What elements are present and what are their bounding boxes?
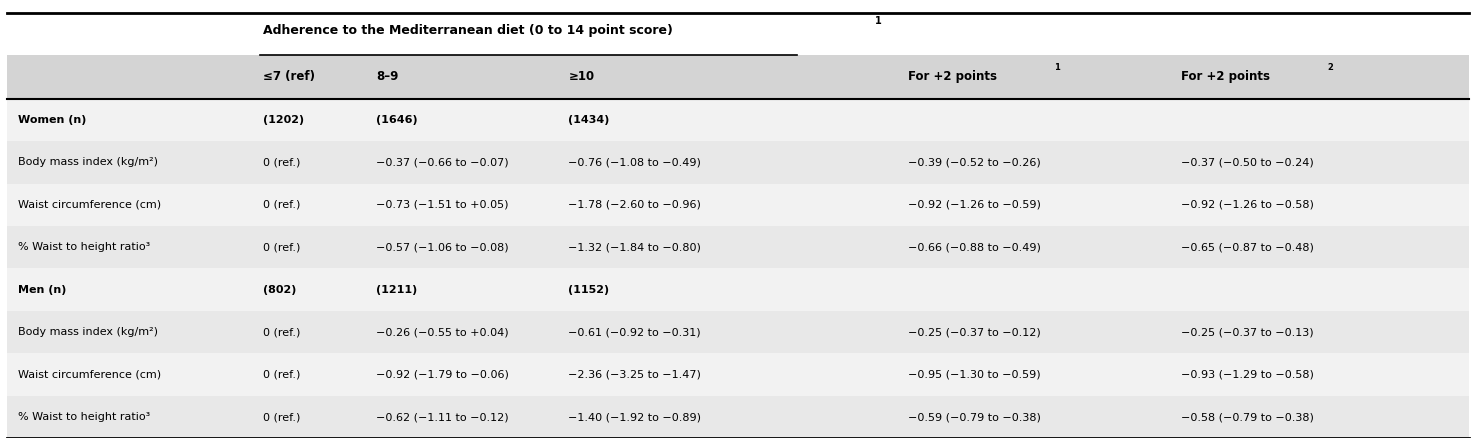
Text: (1434): (1434) bbox=[568, 115, 610, 125]
Text: % Waist to height ratio³: % Waist to height ratio³ bbox=[18, 412, 151, 422]
Text: Waist circumference (cm): Waist circumference (cm) bbox=[18, 200, 161, 210]
Text: (1211): (1211) bbox=[376, 285, 418, 295]
Text: Women (n): Women (n) bbox=[18, 115, 86, 125]
Text: % Waist to height ratio³: % Waist to height ratio³ bbox=[18, 242, 151, 252]
Text: −0.62 (−1.11 to −0.12): −0.62 (−1.11 to −0.12) bbox=[376, 412, 509, 422]
Text: −0.76 (−1.08 to −0.49): −0.76 (−1.08 to −0.49) bbox=[568, 157, 701, 167]
Bar bbox=[7, 353, 1469, 396]
Text: −0.25 (−0.37 to −0.12): −0.25 (−0.37 to −0.12) bbox=[908, 327, 1041, 337]
Text: For +2 points: For +2 points bbox=[908, 70, 996, 83]
Text: −2.36 (−3.25 to −1.47): −2.36 (−3.25 to −1.47) bbox=[568, 370, 701, 380]
Text: −1.40 (−1.92 to −0.89): −1.40 (−1.92 to −0.89) bbox=[568, 412, 701, 422]
Text: 8–9: 8–9 bbox=[376, 70, 399, 83]
Text: Body mass index (kg/m²): Body mass index (kg/m²) bbox=[18, 327, 158, 337]
Text: −0.61 (−0.92 to −0.31): −0.61 (−0.92 to −0.31) bbox=[568, 327, 701, 337]
Text: −0.95 (−1.30 to −0.59): −0.95 (−1.30 to −0.59) bbox=[908, 370, 1041, 380]
Text: Waist circumference (cm): Waist circumference (cm) bbox=[18, 370, 161, 380]
Bar bbox=[7, 226, 1469, 268]
Text: −0.65 (−0.87 to −0.48): −0.65 (−0.87 to −0.48) bbox=[1181, 242, 1314, 252]
Text: 0 (ref.): 0 (ref.) bbox=[263, 242, 300, 252]
Text: −0.93 (−1.29 to −0.58): −0.93 (−1.29 to −0.58) bbox=[1181, 370, 1314, 380]
Text: 0 (ref.): 0 (ref.) bbox=[263, 200, 300, 210]
Text: Body mass index (kg/m²): Body mass index (kg/m²) bbox=[18, 157, 158, 167]
Text: ≥10: ≥10 bbox=[568, 70, 595, 83]
Text: −0.73 (−1.51 to +0.05): −0.73 (−1.51 to +0.05) bbox=[376, 200, 509, 210]
Text: −0.37 (−0.50 to −0.24): −0.37 (−0.50 to −0.24) bbox=[1181, 157, 1314, 167]
Text: Men (n): Men (n) bbox=[18, 285, 66, 295]
Text: (802): (802) bbox=[263, 285, 297, 295]
Bar bbox=[7, 99, 1469, 141]
Text: 0 (ref.): 0 (ref.) bbox=[263, 370, 300, 380]
Text: −0.57 (−1.06 to −0.08): −0.57 (−1.06 to −0.08) bbox=[376, 242, 509, 252]
Bar bbox=[7, 311, 1469, 353]
Text: 2: 2 bbox=[1327, 63, 1333, 71]
Text: ≤7 (ref): ≤7 (ref) bbox=[263, 70, 314, 83]
Text: Adherence to the Mediterranean diet (0 to 14 point score): Adherence to the Mediterranean diet (0 t… bbox=[263, 24, 673, 37]
Text: −1.32 (−1.84 to −0.80): −1.32 (−1.84 to −0.80) bbox=[568, 242, 701, 252]
Text: −0.92 (−1.26 to −0.58): −0.92 (−1.26 to −0.58) bbox=[1181, 200, 1314, 210]
Text: 0 (ref.): 0 (ref.) bbox=[263, 157, 300, 167]
Bar bbox=[7, 396, 1469, 438]
Text: −0.26 (−0.55 to +0.04): −0.26 (−0.55 to +0.04) bbox=[376, 327, 509, 337]
Text: 1: 1 bbox=[1054, 63, 1060, 71]
Text: (1152): (1152) bbox=[568, 285, 610, 295]
Text: −0.59 (−0.79 to −0.38): −0.59 (−0.79 to −0.38) bbox=[908, 412, 1041, 422]
Text: 0 (ref.): 0 (ref.) bbox=[263, 327, 300, 337]
Text: −0.58 (−0.79 to −0.38): −0.58 (−0.79 to −0.38) bbox=[1181, 412, 1314, 422]
Text: (1202): (1202) bbox=[263, 115, 304, 125]
Bar bbox=[7, 55, 1469, 99]
Text: −0.37 (−0.66 to −0.07): −0.37 (−0.66 to −0.07) bbox=[376, 157, 509, 167]
Text: −0.66 (−0.88 to −0.49): −0.66 (−0.88 to −0.49) bbox=[908, 242, 1041, 252]
Text: (1646): (1646) bbox=[376, 115, 418, 125]
Text: −0.39 (−0.52 to −0.26): −0.39 (−0.52 to −0.26) bbox=[908, 157, 1041, 167]
Text: −0.92 (−1.79 to −0.06): −0.92 (−1.79 to −0.06) bbox=[376, 370, 509, 380]
Text: −0.25 (−0.37 to −0.13): −0.25 (−0.37 to −0.13) bbox=[1181, 327, 1314, 337]
Text: 1: 1 bbox=[875, 16, 883, 26]
Bar bbox=[7, 141, 1469, 184]
Text: −0.92 (−1.26 to −0.59): −0.92 (−1.26 to −0.59) bbox=[908, 200, 1041, 210]
Text: 0 (ref.): 0 (ref.) bbox=[263, 412, 300, 422]
Text: −1.78 (−2.60 to −0.96): −1.78 (−2.60 to −0.96) bbox=[568, 200, 701, 210]
Bar bbox=[7, 184, 1469, 226]
Text: For +2 points: For +2 points bbox=[1181, 70, 1269, 83]
Bar bbox=[7, 268, 1469, 311]
